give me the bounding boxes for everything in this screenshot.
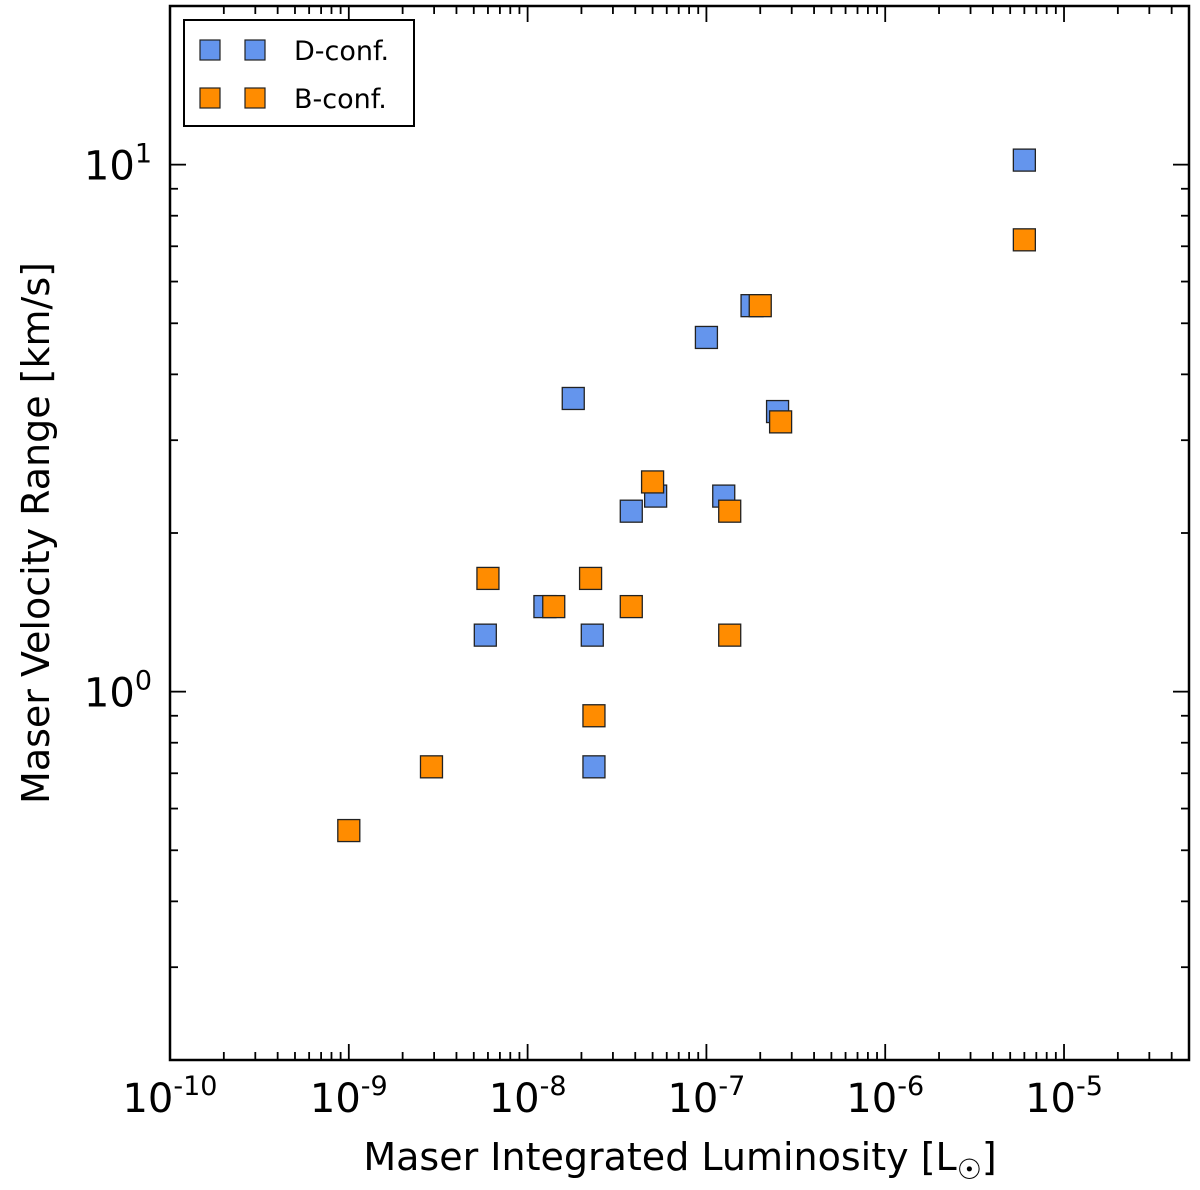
point-b-conf [719,624,741,646]
point-b-conf [583,705,605,727]
point-b-conf [770,411,792,433]
point-b-conf [477,567,499,589]
y-axis-label: Maser Velocity Range [km/s] [14,262,58,804]
legend: D-conf. B-conf. [184,20,414,126]
legend-marker-d-conf [200,40,220,60]
point-b-conf [749,295,771,317]
point-d-conf [1013,149,1035,171]
point-b-conf [338,820,360,842]
legend-marker-b-conf [245,88,265,108]
point-b-conf [1013,229,1035,251]
scatter-chart: 10-10 10-9 10-8 10-7 10-6 10-5100101 Maser In… [0,0,1200,1190]
legend-label-d-conf: D-conf. [294,36,389,67]
legend-marker-d-conf [245,40,265,60]
point-b-conf [420,756,442,778]
chart-background [0,0,1200,1190]
point-b-conf [719,500,741,522]
legend-label-b-conf: B-conf. [294,84,387,115]
point-b-conf [620,596,642,618]
point-d-conf [562,387,584,409]
point-d-conf [695,326,717,348]
point-d-conf [583,756,605,778]
point-d-conf [581,624,603,646]
x-axis-label: Maser Integrated Luminosity [L☉] [363,1135,996,1186]
legend-marker-b-conf [200,88,220,108]
point-b-conf [642,471,664,493]
point-b-conf [543,596,565,618]
point-d-conf [474,624,496,646]
point-d-conf [620,500,642,522]
point-b-conf [580,567,602,589]
